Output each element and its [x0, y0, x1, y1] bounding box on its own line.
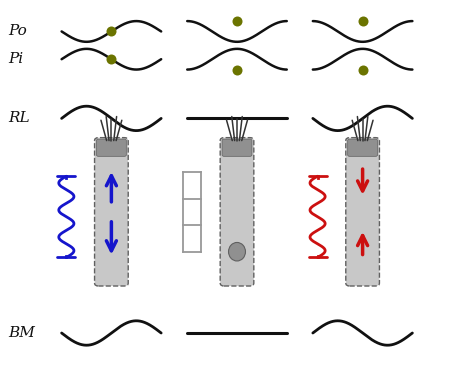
FancyBboxPatch shape [222, 139, 252, 156]
Ellipse shape [228, 242, 246, 261]
Text: BM: BM [9, 326, 36, 340]
Point [359, 18, 366, 24]
Text: RL: RL [9, 111, 30, 125]
Text: Pi: Pi [9, 52, 24, 66]
FancyBboxPatch shape [96, 139, 126, 156]
Point [233, 67, 241, 73]
Text: Po: Po [9, 24, 27, 38]
FancyBboxPatch shape [348, 139, 377, 156]
Point [233, 18, 241, 24]
FancyBboxPatch shape [220, 138, 254, 286]
Point [108, 28, 115, 34]
Point [108, 56, 115, 62]
FancyBboxPatch shape [346, 138, 379, 286]
Point [359, 67, 366, 73]
FancyBboxPatch shape [94, 138, 128, 286]
